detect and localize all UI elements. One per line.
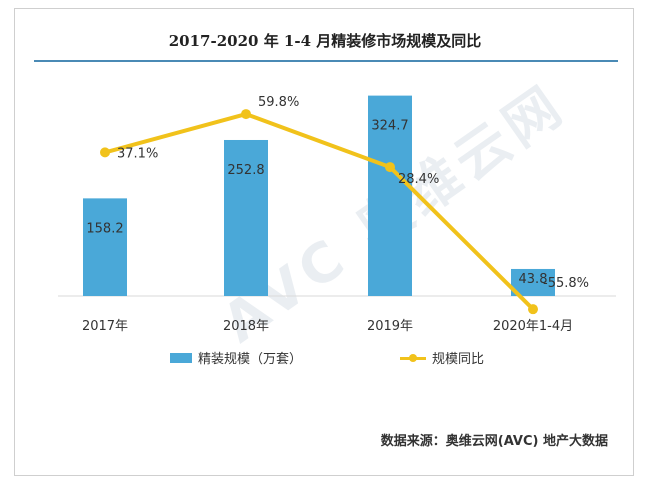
line-value-label-3: -55.8% <box>543 276 589 291</box>
x-tick-label-1: 2018年 <box>223 319 269 334</box>
bar-3 <box>511 268 555 296</box>
chart-title: 2017-2020 年 1-4 月精装修市场规模及同比 <box>168 32 482 50</box>
line-value-label-1: 59.8% <box>258 95 299 110</box>
bar-value-label-1: 252.8 <box>227 163 264 178</box>
line-point-2 <box>385 162 395 173</box>
line-value-label-2: 28.4% <box>398 172 439 187</box>
title-underline <box>34 60 618 62</box>
bar-1 <box>224 139 268 296</box>
legend-line: 规模同比 <box>400 348 484 367</box>
legend-line-label: 规模同比 <box>432 352 485 367</box>
bar-value-label-2: 324.7 <box>371 119 408 134</box>
line-point-0 <box>100 147 110 158</box>
x-tick-label-2: 2019年 <box>367 319 413 334</box>
line-point-1 <box>241 109 251 120</box>
bar-value-label-0: 158.2 <box>86 221 123 236</box>
legend-bar-swatch <box>170 352 192 363</box>
bar-0 <box>83 198 127 296</box>
line-value-label-0: 37.1% <box>117 146 158 161</box>
legend-line-swatch <box>400 352 426 364</box>
bar-value-label-3: 43.8 <box>519 272 548 287</box>
line-point-3 <box>528 304 538 315</box>
source-note: 数据来源：奥维云网(AVC) 地产大数据 <box>380 434 608 449</box>
x-tick-label-0: 2017年 <box>82 319 128 334</box>
line-series-path <box>104 112 535 311</box>
legend-bar-label: 精装规模（万套） <box>198 352 303 367</box>
bar-2 <box>368 95 412 297</box>
legend-bar: 精装规模（万套） <box>170 348 302 367</box>
x-tick-label-3: 2020年1-4月 <box>493 319 573 334</box>
